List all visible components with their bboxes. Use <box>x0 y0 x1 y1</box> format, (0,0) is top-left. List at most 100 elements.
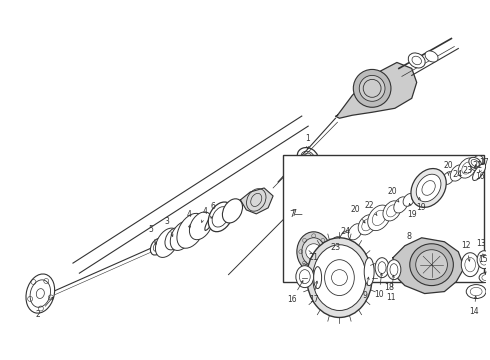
Text: 22: 22 <box>365 201 377 215</box>
Ellipse shape <box>411 168 446 207</box>
Ellipse shape <box>469 157 482 169</box>
Ellipse shape <box>410 244 453 285</box>
Ellipse shape <box>422 181 435 195</box>
Ellipse shape <box>307 238 372 318</box>
Text: 20: 20 <box>387 188 399 202</box>
Text: 12: 12 <box>462 241 471 261</box>
Ellipse shape <box>378 262 386 274</box>
Ellipse shape <box>313 245 366 310</box>
Ellipse shape <box>358 215 376 235</box>
Text: 21: 21 <box>472 161 482 170</box>
Text: 21: 21 <box>309 253 319 262</box>
Circle shape <box>332 270 347 285</box>
Text: 23: 23 <box>330 243 341 252</box>
Ellipse shape <box>461 253 479 276</box>
Ellipse shape <box>348 224 363 240</box>
Text: 19: 19 <box>407 203 416 219</box>
Ellipse shape <box>416 250 447 280</box>
Ellipse shape <box>171 221 194 251</box>
Polygon shape <box>393 238 464 293</box>
Ellipse shape <box>353 69 391 107</box>
Polygon shape <box>241 188 273 214</box>
Ellipse shape <box>403 194 415 206</box>
Ellipse shape <box>296 266 314 288</box>
Text: 5: 5 <box>149 225 156 244</box>
Ellipse shape <box>362 219 372 231</box>
Text: 9: 9 <box>363 277 369 300</box>
Ellipse shape <box>387 260 401 280</box>
Ellipse shape <box>412 56 421 65</box>
Ellipse shape <box>433 175 446 191</box>
Text: 7—: 7— <box>289 210 303 219</box>
Text: 20: 20 <box>350 206 365 223</box>
Bar <box>283 155 484 282</box>
Ellipse shape <box>383 201 401 221</box>
Ellipse shape <box>443 172 454 184</box>
Ellipse shape <box>480 254 488 265</box>
Ellipse shape <box>419 178 438 198</box>
Ellipse shape <box>423 182 434 194</box>
Text: 16: 16 <box>475 165 485 180</box>
Ellipse shape <box>297 232 331 272</box>
Ellipse shape <box>302 238 325 266</box>
Text: 24: 24 <box>341 227 350 236</box>
Ellipse shape <box>387 205 397 217</box>
Ellipse shape <box>165 228 183 250</box>
Text: 20: 20 <box>443 161 453 175</box>
Ellipse shape <box>368 205 391 231</box>
Text: 24: 24 <box>452 170 463 179</box>
Text: 6: 6 <box>210 202 215 218</box>
Ellipse shape <box>26 274 55 313</box>
Ellipse shape <box>301 151 315 163</box>
Ellipse shape <box>150 238 164 255</box>
Text: 19: 19 <box>416 197 425 212</box>
Ellipse shape <box>205 211 217 230</box>
Text: 10: 10 <box>374 273 384 299</box>
Ellipse shape <box>30 280 50 307</box>
Ellipse shape <box>458 158 476 178</box>
Ellipse shape <box>482 275 490 280</box>
Text: 4: 4 <box>187 210 191 228</box>
Ellipse shape <box>390 264 398 276</box>
Ellipse shape <box>425 51 438 62</box>
Text: 2: 2 <box>36 297 53 319</box>
Ellipse shape <box>470 287 482 296</box>
Ellipse shape <box>299 270 310 284</box>
Ellipse shape <box>472 163 486 180</box>
Ellipse shape <box>212 207 229 227</box>
Ellipse shape <box>364 258 374 285</box>
Ellipse shape <box>412 186 426 202</box>
Ellipse shape <box>416 174 441 202</box>
Ellipse shape <box>470 156 484 170</box>
Text: 8: 8 <box>406 232 411 241</box>
Text: 16: 16 <box>287 281 303 304</box>
Text: 15: 15 <box>478 255 488 274</box>
Text: 11: 11 <box>386 275 396 302</box>
Ellipse shape <box>328 237 343 253</box>
Ellipse shape <box>324 260 354 296</box>
Text: 18: 18 <box>384 283 394 292</box>
Text: 17: 17 <box>479 158 489 172</box>
Ellipse shape <box>375 258 389 278</box>
Text: 14: 14 <box>469 296 479 316</box>
Ellipse shape <box>190 212 212 240</box>
Ellipse shape <box>465 257 475 272</box>
Ellipse shape <box>372 210 386 225</box>
Ellipse shape <box>471 159 479 167</box>
Text: 4: 4 <box>201 207 207 222</box>
Ellipse shape <box>177 213 205 248</box>
Ellipse shape <box>339 231 351 245</box>
Text: 23: 23 <box>462 166 472 175</box>
Ellipse shape <box>408 53 425 68</box>
Ellipse shape <box>394 197 408 213</box>
Ellipse shape <box>222 199 243 223</box>
Ellipse shape <box>297 148 318 167</box>
Text: 17: 17 <box>309 281 318 304</box>
Text: 1: 1 <box>305 134 310 149</box>
Ellipse shape <box>450 165 465 181</box>
Ellipse shape <box>466 285 486 298</box>
Ellipse shape <box>155 228 179 257</box>
Ellipse shape <box>314 267 321 289</box>
Text: 3: 3 <box>165 217 173 237</box>
Text: 13: 13 <box>476 239 486 257</box>
